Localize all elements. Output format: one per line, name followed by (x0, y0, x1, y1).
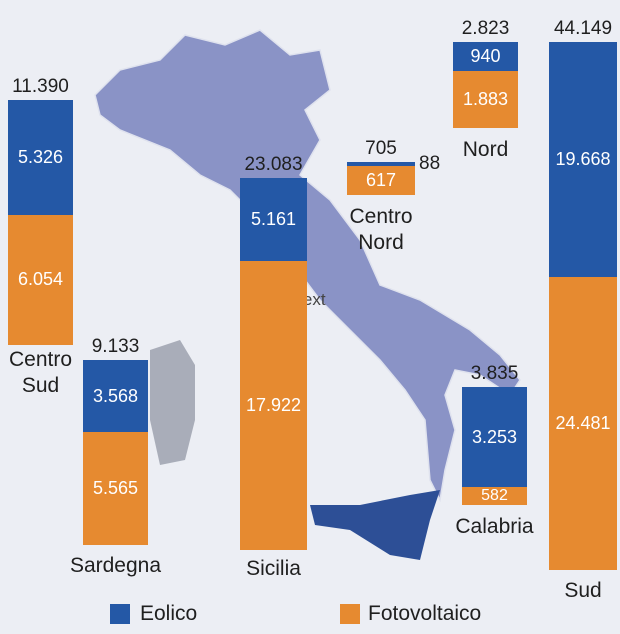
category-label: Centro Sud (8, 348, 73, 397)
category-label: Sud (564, 579, 602, 602)
sardinia (150, 340, 195, 465)
bar-segment: 582 (462, 487, 527, 505)
value-label: 17.922 (245, 395, 302, 416)
value-label: 88 (419, 153, 441, 175)
value-label: 582 (481, 487, 508, 505)
total-label: 705 (365, 138, 397, 159)
total-label: 23.083 (244, 154, 303, 175)
total-label: 3.835 (470, 363, 519, 384)
bar-segment: 19.668 (549, 42, 617, 278)
bar-segment: 1.883 (453, 70, 518, 128)
category-label: Calabria (455, 515, 534, 538)
bar-segment: 17.922 (240, 261, 307, 550)
bar-segment: 5.326 (8, 100, 73, 215)
category-label: Centro Nord (349, 205, 413, 254)
bar-segment: 617 (347, 166, 415, 195)
total-label: 44.149 (553, 18, 613, 39)
category-label: Nord (462, 138, 509, 161)
legend-swatch (110, 604, 130, 624)
category-label: Sardegna (69, 554, 162, 577)
legend-label: Eolico (140, 602, 198, 625)
bar-segment: 5.161 (240, 178, 307, 262)
bar-segment (347, 162, 415, 167)
value-label: 940 (470, 45, 501, 66)
value-label: 24.481 (555, 413, 611, 434)
total-label: 2.823 (461, 18, 510, 39)
total-label: 11.390 (12, 76, 69, 97)
value-label: 6.054 (17, 269, 64, 290)
bar-segment: 940 (453, 42, 518, 71)
legend-swatch (340, 604, 360, 624)
value-label: 19.668 (555, 149, 611, 170)
value-label: 617 (365, 170, 397, 191)
legend-label: Fotovoltaico (368, 602, 482, 625)
bar-segment: 6.054 (8, 214, 73, 345)
sicily (310, 490, 440, 560)
value-label: 1.883 (462, 88, 509, 109)
value-label: 3.568 (92, 385, 139, 406)
value-label: 5.565 (92, 478, 139, 499)
bar-segment: 24.481 (549, 277, 617, 570)
bar-segment: 5.565 (83, 432, 148, 545)
bar-segment: 3.253 (462, 387, 527, 488)
bar-segment: 3.568 (83, 360, 148, 433)
value-label: 3.253 (471, 426, 518, 447)
value-label: 5.326 (17, 146, 64, 167)
category-label: Sicilia (246, 557, 301, 580)
total-label: 9.133 (91, 336, 140, 357)
value-label: 5.161 (250, 209, 297, 230)
